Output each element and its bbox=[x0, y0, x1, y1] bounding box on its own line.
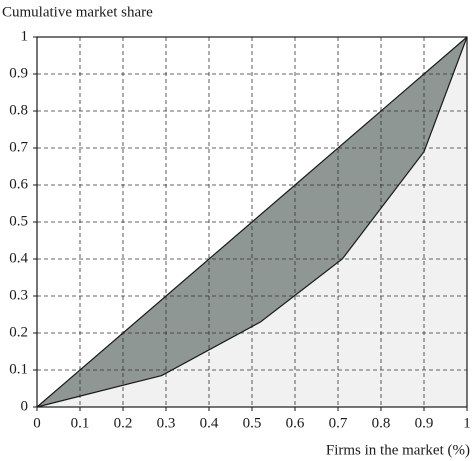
y-tick-label: 0.7 bbox=[9, 139, 28, 155]
x-tick-label: 0.6 bbox=[286, 415, 305, 431]
line bbox=[36, 36, 468, 408]
x-tick-label: 0.9 bbox=[415, 415, 434, 431]
y-tick-label: 0.9 bbox=[9, 65, 28, 81]
x-tick-label: 0.2 bbox=[114, 415, 133, 431]
y-tick-label: 0.8 bbox=[9, 102, 28, 118]
y-tick-label: 0.1 bbox=[9, 361, 28, 377]
y-tick-label: 1 bbox=[21, 28, 29, 44]
x-tick-label: 0.8 bbox=[372, 415, 391, 431]
x-tick-label: 0.4 bbox=[200, 415, 219, 431]
x-tick-label: 1 bbox=[463, 415, 471, 431]
x-axis-label: Firms in the market (%) bbox=[326, 442, 470, 458]
y-tick-label: 0.5 bbox=[9, 213, 28, 229]
y-tick-label: 0 bbox=[21, 398, 29, 414]
y-tick-label: 0.4 bbox=[9, 250, 28, 266]
y-axis-label: Cumulative market share bbox=[2, 4, 153, 20]
under-area bbox=[37, 37, 467, 407]
x-tick-label: 0.5 bbox=[243, 415, 262, 431]
y-tick-label: 0.6 bbox=[9, 176, 28, 192]
x-tick-label: 0.3 bbox=[157, 415, 176, 431]
x-tick-label: 0.7 bbox=[329, 415, 348, 431]
plot-frame bbox=[36, 36, 468, 408]
x-tick-label: 0 bbox=[33, 415, 41, 431]
x-tick-label: 0.1 bbox=[71, 415, 90, 431]
y-tick-label: 0.2 bbox=[9, 324, 28, 340]
y-tick-label: 0.3 bbox=[9, 287, 28, 303]
line bbox=[36, 36, 468, 408]
